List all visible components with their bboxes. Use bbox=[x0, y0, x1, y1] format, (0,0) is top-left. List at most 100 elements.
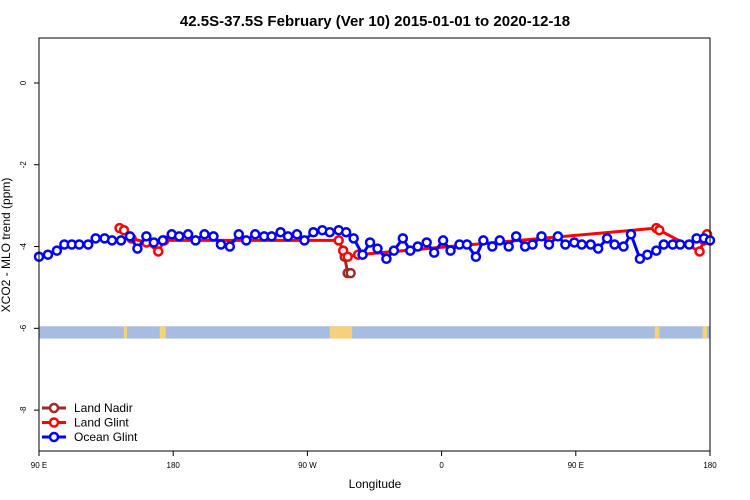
data-point bbox=[224, 241, 236, 252]
data-point bbox=[364, 237, 376, 248]
legend-marker bbox=[48, 431, 60, 443]
data-point bbox=[153, 246, 164, 257]
data-point bbox=[503, 241, 514, 252]
data-point bbox=[592, 243, 604, 254]
data-point bbox=[299, 235, 310, 246]
data-point bbox=[576, 239, 588, 250]
data-point bbox=[674, 239, 686, 250]
data-point bbox=[428, 247, 440, 258]
data-point bbox=[233, 229, 245, 240]
data-point bbox=[324, 226, 336, 238]
data-point bbox=[345, 267, 356, 279]
plot-frame bbox=[38, 37, 711, 452]
data-point bbox=[381, 253, 392, 265]
data-point bbox=[388, 245, 400, 256]
y-axis-label: XCO2 - MLO trend (ppm) bbox=[0, 178, 13, 313]
data-point bbox=[651, 245, 662, 256]
data-point bbox=[275, 226, 286, 238]
data-point bbox=[437, 235, 449, 246]
data-point bbox=[397, 233, 409, 244]
land-patch bbox=[123, 326, 127, 339]
data-point bbox=[215, 239, 227, 250]
data-point bbox=[625, 229, 637, 240]
data-point bbox=[199, 229, 210, 240]
land-patch bbox=[159, 326, 166, 339]
y-tick-label: -2 bbox=[19, 161, 28, 169]
data-point bbox=[527, 239, 538, 250]
x-tick-label: 90 E bbox=[31, 461, 47, 470]
data-point bbox=[348, 233, 359, 244]
data-point bbox=[141, 231, 152, 242]
y-tick-label: -4 bbox=[19, 242, 28, 250]
data-point bbox=[412, 241, 423, 252]
data-point bbox=[333, 235, 344, 246]
data-point bbox=[543, 239, 555, 250]
series-ocean-glint bbox=[33, 224, 716, 265]
data-point bbox=[585, 239, 596, 250]
chart-title: 42.5S-37.5S February (Ver 10) 2015-01-01… bbox=[180, 13, 570, 30]
data-point bbox=[552, 231, 564, 242]
data-point bbox=[115, 235, 127, 246]
data-point bbox=[132, 243, 143, 254]
data-point bbox=[249, 229, 261, 240]
data-point bbox=[118, 224, 130, 236]
y-tick-label: -6 bbox=[19, 324, 28, 332]
data-point bbox=[487, 241, 498, 252]
legend-label: Land Nadir bbox=[74, 401, 133, 415]
data-point bbox=[478, 235, 489, 246]
data-point bbox=[634, 253, 646, 265]
data-point bbox=[51, 245, 63, 256]
data-point bbox=[291, 229, 303, 240]
data-point bbox=[461, 239, 473, 250]
data-point bbox=[372, 243, 383, 254]
x-tick-label: 90 W bbox=[298, 461, 317, 470]
x-tick-label: 180 bbox=[703, 461, 717, 470]
data-point bbox=[82, 239, 94, 250]
data-point bbox=[405, 245, 416, 256]
data-point bbox=[148, 237, 160, 248]
x-tick-label: 180 bbox=[167, 461, 181, 470]
data-point bbox=[182, 229, 194, 240]
data-point bbox=[208, 231, 219, 242]
data-point bbox=[510, 231, 522, 242]
surface-band bbox=[39, 326, 710, 339]
land-patch bbox=[329, 326, 353, 339]
data-point bbox=[308, 226, 319, 238]
legend-label: Ocean Glint bbox=[74, 430, 138, 444]
data-point bbox=[342, 251, 353, 263]
data-point bbox=[618, 241, 629, 252]
y-tick-label: -8 bbox=[19, 406, 28, 414]
data-point bbox=[106, 235, 118, 246]
data-point bbox=[124, 231, 136, 242]
data-point bbox=[658, 239, 670, 250]
data-point bbox=[157, 235, 169, 246]
data-point bbox=[282, 231, 294, 242]
legend-label: Land Glint bbox=[74, 416, 129, 430]
data-point bbox=[494, 235, 506, 246]
y-tick-label: 0 bbox=[19, 80, 28, 85]
x-axis-label: Longitude bbox=[349, 477, 402, 491]
data-point bbox=[560, 239, 571, 250]
data-point bbox=[642, 249, 653, 260]
data-point bbox=[601, 233, 613, 244]
data-point bbox=[42, 249, 54, 260]
data-point bbox=[694, 246, 705, 257]
data-point bbox=[536, 231, 547, 242]
land-patch bbox=[702, 326, 708, 339]
data-point bbox=[266, 231, 277, 242]
data-point bbox=[445, 245, 456, 256]
ocean-band bbox=[39, 326, 710, 339]
plot-area bbox=[33, 222, 716, 279]
data-point bbox=[90, 233, 101, 244]
data-point bbox=[241, 235, 252, 246]
land-patch bbox=[654, 326, 660, 339]
x-tick-label: 90 E bbox=[568, 461, 584, 470]
legend-marker bbox=[48, 402, 60, 414]
data-point bbox=[683, 239, 695, 250]
data-point bbox=[190, 235, 201, 246]
data-point bbox=[357, 249, 368, 260]
data-point bbox=[173, 231, 185, 242]
data-point bbox=[470, 251, 482, 263]
axes: 90 E 180 90 W 0 90 E 180 0 -2 -4 -6 -8 bbox=[19, 80, 717, 470]
